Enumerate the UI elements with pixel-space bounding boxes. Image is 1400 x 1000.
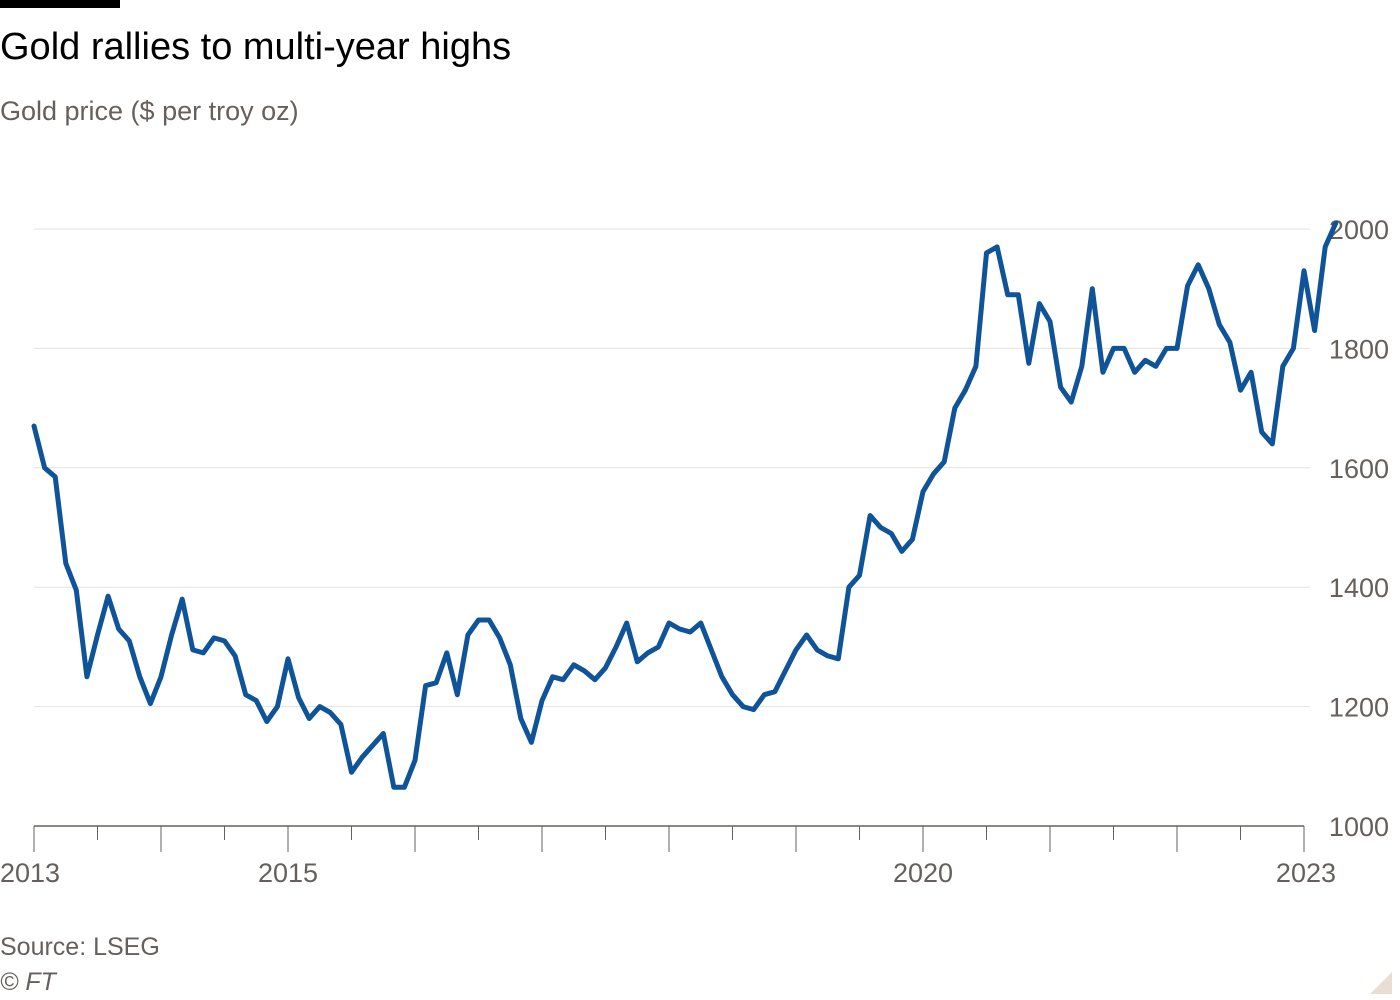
- y-tick-label-1800: 1800: [1329, 334, 1389, 364]
- x-tick-label-2015: 2015: [258, 858, 318, 888]
- corner-mark: [1370, 972, 1392, 994]
- x-tick-label-2013: 2013: [0, 858, 60, 888]
- series-line-0: [31, 220, 1339, 790]
- x-tick-label-2020: 2020: [893, 858, 953, 888]
- y-tick-label-1000: 1000: [1329, 812, 1389, 842]
- source-note: Source: LSEG: [0, 933, 160, 961]
- y-tick-label-1200: 1200: [1329, 693, 1389, 723]
- y-tick-label-1400: 1400: [1329, 573, 1389, 603]
- x-tick-label-2023: 2023: [1276, 858, 1336, 888]
- chart-subtitle: Gold price ($ per troy oz): [0, 96, 299, 126]
- y-tick-label-1600: 1600: [1329, 454, 1389, 484]
- chart-title: Gold rallies to multi-year highs: [0, 26, 512, 68]
- y-tick-labels: 1000 1200 1400 1600 1800 2000: [1329, 215, 1389, 842]
- y-tick-label-2000: 2000: [1329, 215, 1389, 245]
- x-axis: 2013 2015 2020 2023: [0, 825, 1336, 888]
- copyright-note: © FT: [0, 968, 56, 996]
- brand-bar: [0, 0, 120, 8]
- y-gridlines: [34, 228, 1310, 708]
- series-layer: [31, 220, 1339, 790]
- gold-price-chart: 1000 1200 1400 1600 1800 2000 2013 2015 2020 202…: [0, 215, 1389, 888]
